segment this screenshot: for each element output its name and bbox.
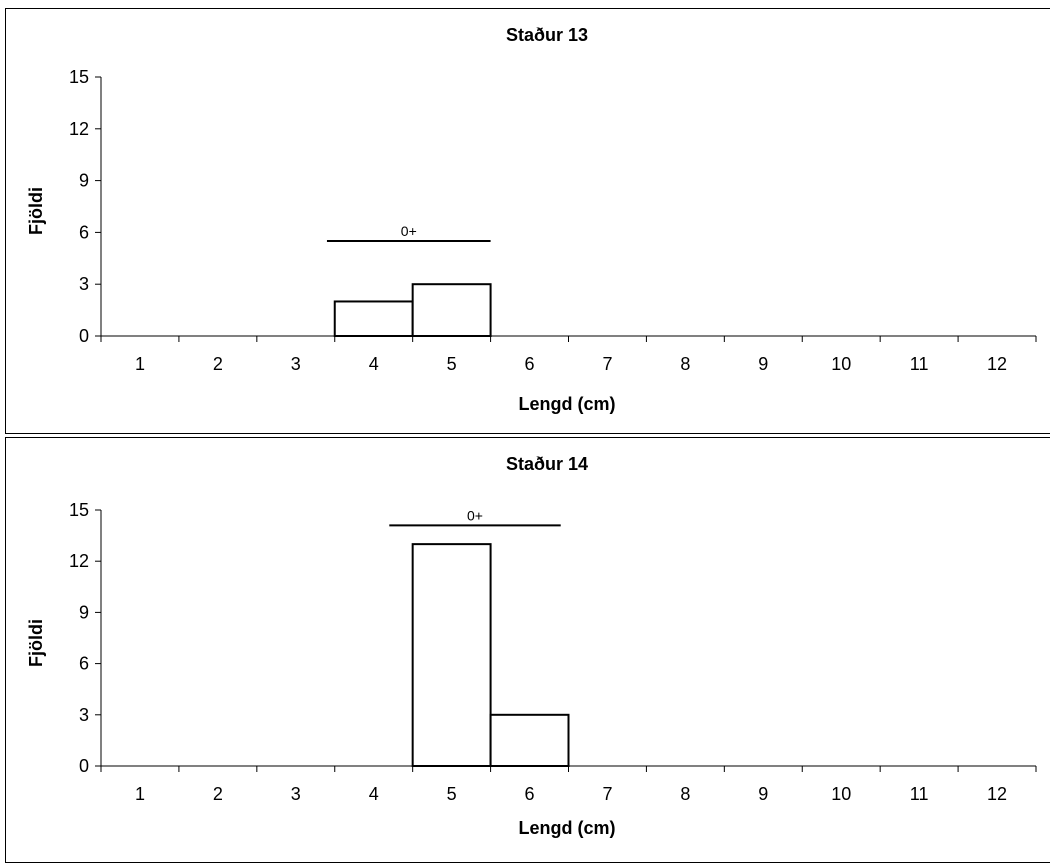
x-tick-label: 8 bbox=[680, 784, 690, 804]
bar bbox=[489, 713, 570, 767]
x-tick-label: 5 bbox=[447, 354, 457, 374]
x-tick-label: 6 bbox=[525, 354, 535, 374]
y-tick-label: 9 bbox=[79, 171, 89, 191]
x-tick-label: 3 bbox=[291, 784, 301, 804]
x-tick-label: 3 bbox=[291, 354, 301, 374]
y-tick-label: 15 bbox=[69, 67, 89, 87]
chart-panel-stadur-14: Staður 14 Lengd (cm) Fjöldi 0 3 6 9 12 15 1 2 3 4… bbox=[5, 437, 1050, 863]
x-tick-label: 2 bbox=[213, 354, 223, 374]
x-tick-label: 7 bbox=[602, 354, 612, 374]
y-tick-label: 12 bbox=[69, 119, 89, 139]
y-tick-label: 15 bbox=[69, 500, 89, 520]
y-tick-label: 3 bbox=[79, 274, 89, 294]
x-axis-label: Lengd (cm) bbox=[519, 394, 616, 414]
x-tick-label: 8 bbox=[680, 354, 690, 374]
x-tick-label: 10 bbox=[831, 784, 851, 804]
x-tick-label: 4 bbox=[369, 784, 379, 804]
x-tick-label: 9 bbox=[758, 354, 768, 374]
y-tick-label: 9 bbox=[79, 602, 89, 622]
x-tick-label: 11 bbox=[910, 784, 929, 804]
x-tick-label: 1 bbox=[135, 784, 145, 804]
y-tick-label: 3 bbox=[79, 705, 89, 725]
y-tick-label: 6 bbox=[79, 654, 89, 674]
y-axis-label: Fjöldi bbox=[26, 619, 46, 667]
x-tick-label: 11 bbox=[910, 354, 929, 374]
chart-panel-stadur-13: Staður 13 Lengd (cm) Fjöldi 0 3 6 9 12 15 1 2 3 4… bbox=[5, 8, 1050, 434]
y-tick-label: 0 bbox=[79, 756, 89, 776]
x-tick-label: 12 bbox=[987, 784, 1007, 804]
x-tick-label: 5 bbox=[447, 784, 457, 804]
x-tick-label: 9 bbox=[758, 784, 768, 804]
x-tick-label: 7 bbox=[602, 784, 612, 804]
bar bbox=[411, 283, 492, 338]
chart-title: Staður 13 bbox=[506, 25, 588, 45]
y-tick-label: 0 bbox=[79, 326, 89, 346]
annotation-label: 0+ bbox=[467, 507, 483, 523]
x-tick-label: 1 bbox=[135, 354, 145, 374]
y-axis-label: Fjöldi bbox=[26, 187, 46, 235]
x-tick-label: 2 bbox=[213, 784, 223, 804]
bar bbox=[333, 300, 414, 338]
y-tick-label: 12 bbox=[69, 551, 89, 571]
annotation-label: 0+ bbox=[401, 223, 417, 239]
chart-title: Staður 14 bbox=[506, 454, 588, 474]
x-tick-label: 6 bbox=[525, 784, 535, 804]
y-tick-label: 6 bbox=[79, 222, 89, 242]
bar bbox=[411, 543, 492, 767]
x-tick-label: 4 bbox=[369, 354, 379, 374]
x-tick-label: 10 bbox=[831, 354, 851, 374]
x-axis-label: Lengd (cm) bbox=[519, 818, 616, 838]
x-tick-label: 12 bbox=[987, 354, 1007, 374]
